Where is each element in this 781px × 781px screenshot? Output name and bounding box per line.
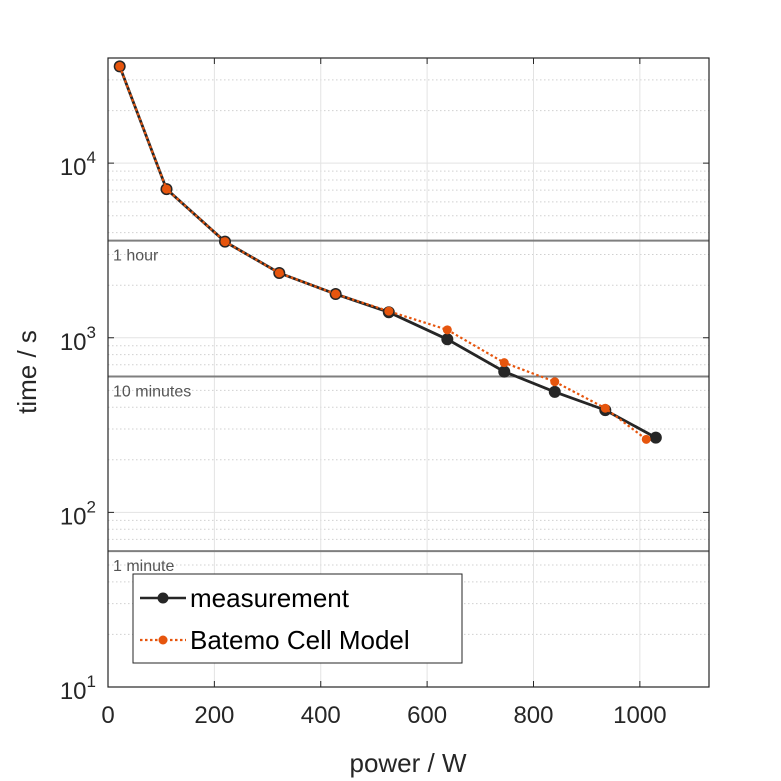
reference-line-label: 10 minutes [113,383,191,400]
series-1-point [641,434,651,444]
legend-box [132,573,463,664]
legend: measurement Batemo Cell Model [132,573,463,664]
y-tick-label: 101 [60,672,96,705]
series [113,60,662,444]
series-1-point [115,61,125,71]
reference-line-label: 1 minute [113,558,174,575]
series-1-point [220,237,230,247]
x-tick-label: 0 [101,702,114,729]
series-1-point [600,403,610,413]
x-tick-label: 800 [513,702,553,729]
legend-marker-measurement [157,592,169,604]
y-tick-base: 10 [60,154,87,181]
x-tick-label: 200 [194,702,234,729]
y-tick-label: 102 [60,497,96,530]
series-0-point [649,431,662,444]
x-tick-label: 400 [301,702,341,729]
series-1-point [499,358,509,368]
y-tick-label: 103 [60,323,96,356]
y-tick-exponent: 1 [87,672,96,691]
y-tick-exponent: 4 [87,148,96,167]
series-1-point [331,289,341,299]
y-tick-base: 10 [60,329,87,356]
legend-marker-batemo [158,635,168,645]
plot-area-border [107,57,710,688]
y-tick-label: 104 [60,148,96,181]
y-tick-exponent: 3 [87,323,96,342]
y-axis-title: time / s [12,330,42,414]
series-1-point [550,377,560,387]
legend-label-batemo: Batemo Cell Model [190,625,410,655]
series-line-0 [118,65,657,439]
reference-lines: 1 hour 10 minutes 1 minute [108,239,709,575]
series-1-point [442,325,452,335]
x-axis-ticks: 0 200 400 600 800 1000 [101,58,667,729]
series-1-point [162,184,172,194]
series-0-point [548,385,561,398]
y-tick-exponent: 2 [87,497,96,516]
x-axis-title: power / W [349,748,466,778]
series-1-point [274,268,284,278]
series-0-point [441,333,454,346]
series-1-point [384,306,394,316]
series-line-1 [118,66,647,441]
y-tick-base: 10 [60,503,87,530]
y-tick-base: 10 [60,678,87,705]
legend-label-measurement: measurement [190,583,350,613]
x-tick-label: 1000 [613,702,666,729]
series-0-point [498,365,511,378]
x-tick-label: 600 [407,702,447,729]
reference-line-label: 1 hour [113,248,159,265]
